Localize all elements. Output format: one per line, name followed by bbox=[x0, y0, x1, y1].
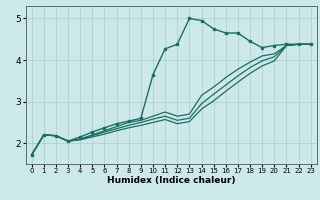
X-axis label: Humidex (Indice chaleur): Humidex (Indice chaleur) bbox=[107, 176, 236, 185]
